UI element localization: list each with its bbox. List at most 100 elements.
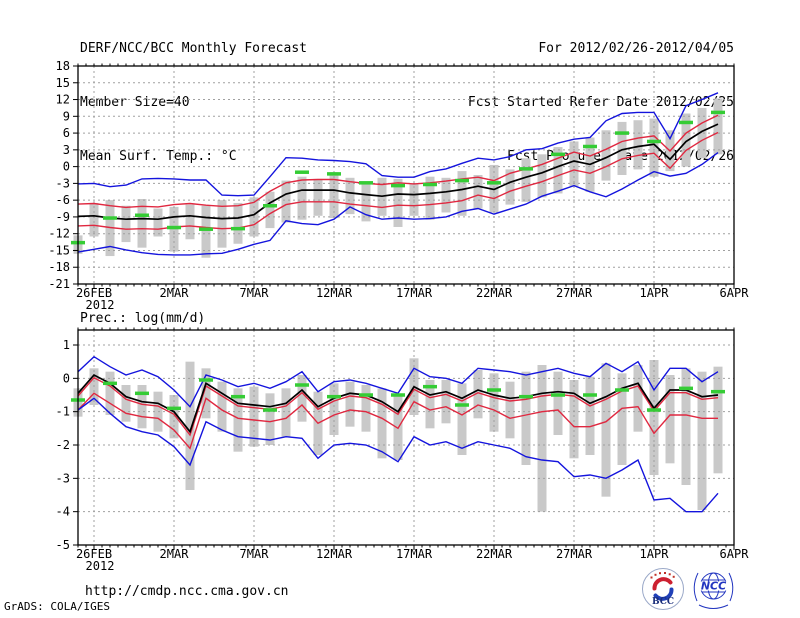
y-tick-label: -15 [48, 243, 70, 257]
spread-bar [137, 385, 147, 429]
bcc-logo-label: BCC [652, 597, 674, 607]
spread-bar [697, 371, 707, 510]
y-tick-label: 6 [63, 126, 70, 140]
temp-panel-title: Mean Surf. Temp.: °C [80, 149, 237, 164]
x-tick-label: 22MAR [476, 286, 513, 300]
spread-bar [713, 366, 723, 474]
spread-bar [217, 381, 227, 432]
series-quartile-lower [77, 131, 719, 230]
spread-bar [281, 388, 291, 437]
spread-bar [553, 371, 563, 435]
y-tick-label: 0 [63, 371, 70, 385]
spread-bar [441, 177, 451, 213]
x-tick-label: 27MAR [556, 547, 593, 561]
series-median [77, 123, 719, 221]
spread-bar [137, 199, 147, 248]
prec-panel-title: Prec.: log(mm/d) [80, 311, 206, 326]
y-tick-label: 15 [56, 76, 70, 90]
grads-credit: GrADS: COLA/IGES [4, 600, 110, 613]
spread-bar [185, 204, 195, 240]
spread-bar [345, 177, 355, 215]
member-size-label: Member Size=40 [80, 95, 190, 110]
x-tick-label: 2MAR [160, 286, 190, 300]
spread-bar [201, 368, 211, 419]
x-tick-label: 17MAR [396, 547, 433, 561]
temperature-chart: 18 15 12 9 6 3 0 -3 -6 -9 -12 -15 -18 -21 26FEB 2MAR 7MA… [48, 59, 749, 312]
y-tick-label: 18 [56, 59, 70, 73]
series-envelope-lower [77, 397, 719, 513]
spread-bar [265, 393, 275, 445]
spread-bar [361, 182, 371, 222]
spread-bar [633, 120, 643, 170]
x-tick-label: 22MAR [476, 547, 513, 561]
header-left: DERF/NCC/BCC Monthly Forecast Member Siz… [80, 4, 307, 202]
spread-bar [441, 380, 451, 424]
x-tick-label: 12MAR [316, 286, 353, 300]
spread-bar [649, 360, 659, 475]
spread-bar [489, 373, 499, 432]
y-tick-label: 9 [63, 109, 70, 123]
spread-bar [201, 205, 211, 258]
spread-bar [617, 373, 627, 465]
series-envelope-lower [77, 152, 719, 256]
spread-bar [697, 107, 707, 159]
y-tick-label: -3 [56, 176, 70, 190]
spread-bar [313, 178, 323, 216]
y-tick-label: -6 [56, 193, 70, 207]
spread-bar [329, 383, 339, 435]
spread-bar [361, 385, 371, 432]
spread-bar [265, 191, 275, 229]
x-tick-label: 6APR [720, 547, 750, 561]
spread-bar [681, 368, 691, 485]
spread-bar [233, 388, 243, 452]
spread-bar [281, 180, 291, 223]
spread-bar [121, 385, 131, 422]
y-tick-label: -5 [56, 538, 70, 552]
precipitation-chart: 1 0 -1 -2 -3 -4 -5 26FEB 2MAR 7MAR 12MAR 17MAR 22MAR… [56, 327, 750, 573]
spread-bar [473, 370, 483, 419]
y-tick-label: -12 [48, 227, 70, 241]
x-tick-label: 12MAR [316, 547, 353, 561]
spread-bar [217, 200, 227, 248]
y-tick-label: -21 [48, 277, 70, 291]
bcc-logo: BCC [642, 568, 684, 610]
x-axis-year-label: 2012 [86, 559, 115, 573]
x-tick-label: 7MAR [240, 286, 270, 300]
spread-bar [185, 361, 195, 490]
series-quartile-lower [77, 392, 718, 450]
x-tick-label: 2MAR [160, 547, 190, 561]
spread-bar [473, 175, 483, 209]
spread-bar [585, 376, 595, 455]
spread-bar [505, 169, 515, 205]
spread-bar [633, 365, 643, 432]
spread-bar [345, 381, 355, 427]
y-tick-label: -4 [56, 505, 70, 519]
bcc-logo-ring [642, 568, 684, 610]
spread-bar [569, 141, 579, 187]
spread-bar [553, 147, 563, 194]
x-tick-label: 17MAR [396, 286, 433, 300]
ncc-logo: NCC [693, 572, 734, 609]
spread-bar [521, 158, 531, 202]
y-tick-label: 0 [63, 160, 70, 174]
spread-bar [601, 130, 611, 181]
ncc-label-band [700, 581, 727, 591]
spread-bar [537, 365, 547, 512]
spread-bar [713, 98, 723, 155]
y-tick-label: 3 [63, 143, 70, 157]
spread-bar [457, 383, 467, 455]
spread-bar [105, 371, 115, 415]
spread-bar [521, 371, 531, 465]
spread-bar [121, 205, 131, 243]
x-axis-year-label: 2012 [86, 298, 115, 312]
spread-bar [425, 176, 435, 220]
spread-bar [665, 375, 675, 464]
spread-bar [409, 183, 419, 216]
spread-bar [601, 363, 611, 497]
spread-bar [329, 172, 339, 219]
x-tick-label: 7MAR [240, 547, 270, 561]
x-tick-label: 6APR [720, 286, 750, 300]
spread-bar [537, 154, 547, 198]
y-tick-label: -9 [56, 210, 70, 224]
